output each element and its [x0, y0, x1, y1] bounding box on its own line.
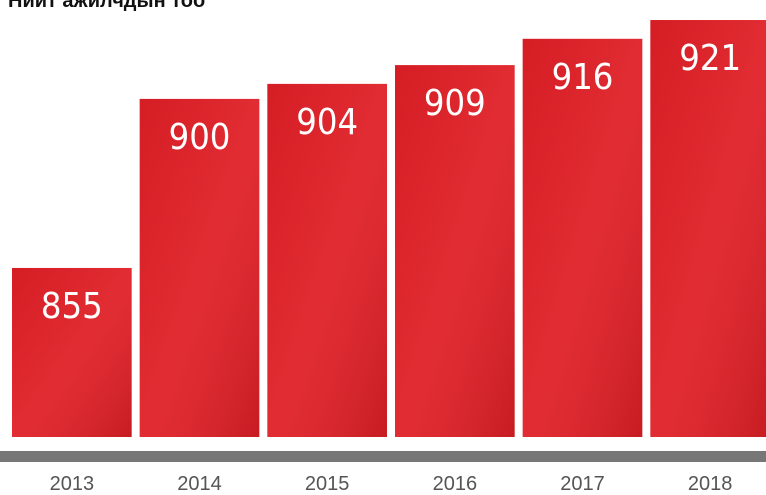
x-tick-label: 2015: [305, 473, 350, 495]
value-label: 904: [296, 102, 358, 143]
bar-texture: [523, 39, 643, 437]
chart-title: Нийт ажилчдын тоо: [8, 0, 205, 12]
baseline: [0, 451, 766, 462]
value-label: 916: [552, 57, 614, 98]
x-tick-label: 2018: [688, 473, 733, 495]
x-tick-label: 2017: [560, 473, 605, 495]
value-label: 900: [169, 117, 231, 158]
value-label: 855: [41, 286, 103, 327]
value-label: 921: [679, 38, 741, 79]
value-label: 909: [424, 83, 486, 124]
bar-texture: [650, 20, 766, 437]
x-tick-label: 2013: [50, 473, 95, 495]
x-tick-label: 2016: [433, 473, 478, 495]
chart: Нийт ажилчдын тоо 855 2013 900 2014 904 2015 9…: [0, 0, 766, 495]
x-tick-label: 2014: [177, 473, 222, 495]
